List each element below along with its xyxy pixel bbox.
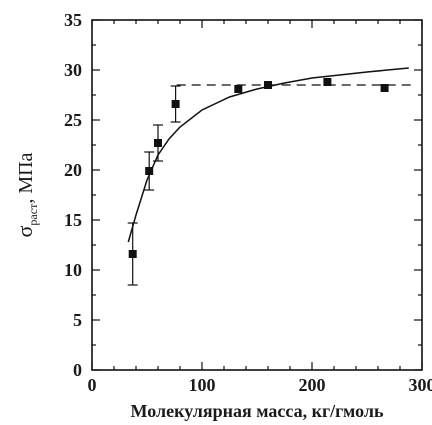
y-tick-label: 15 xyxy=(64,210,82,230)
x-tick-label: 100 xyxy=(189,375,216,395)
x-axis-label: Молекулярная масса, кг/гмоль xyxy=(131,401,384,421)
y-tick-label: 10 xyxy=(64,260,82,280)
y-tick-label: 35 xyxy=(64,10,82,30)
data-point xyxy=(171,100,180,108)
data-point xyxy=(234,85,243,93)
y-axis-symbol: σ xyxy=(12,225,37,237)
y-tick-label: 30 xyxy=(64,60,82,80)
data-point xyxy=(145,167,154,175)
fit-curve xyxy=(127,67,409,243)
ticks-layer: 0 100 200 300 0 5 10 15 20 25 30 35 xyxy=(64,10,432,395)
plot-layer xyxy=(127,67,411,286)
y-axis-subscript: раст xyxy=(26,203,40,226)
data-point xyxy=(323,78,332,86)
data-point xyxy=(380,84,389,92)
y-tick-label: 0 xyxy=(73,360,82,380)
y-tick-label: 20 xyxy=(64,160,82,180)
y-axis-label: σраст, МПа xyxy=(12,152,40,237)
data-point xyxy=(154,139,162,147)
y-tick-label: 25 xyxy=(64,110,82,130)
y-axis-unit: , МПа xyxy=(15,152,37,203)
data-point xyxy=(128,250,137,258)
x-tick-label: 0 xyxy=(88,375,97,395)
y-tick-label: 5 xyxy=(73,310,82,330)
x-tick-label: 300 xyxy=(409,375,432,395)
x-tick-label: 200 xyxy=(299,375,326,395)
